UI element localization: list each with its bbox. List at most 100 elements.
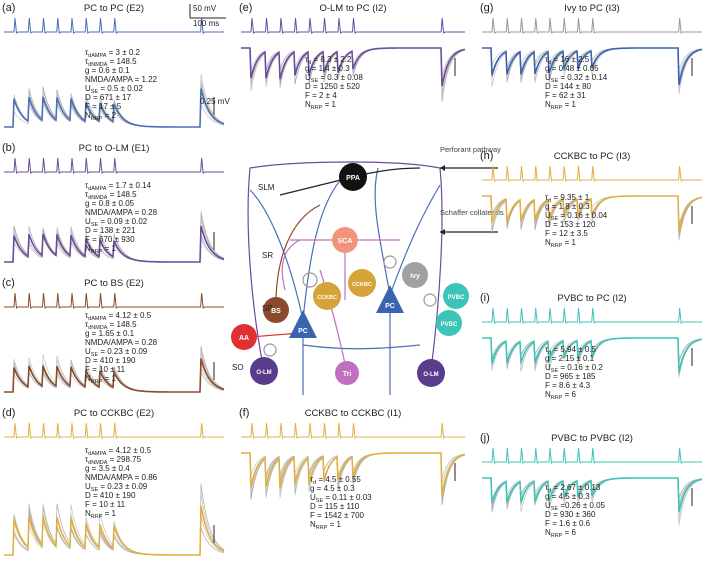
parameter: USE = 0.09 ± 0.02 [85,217,148,228]
parameter-symbol: N [85,111,91,120]
parameter-value: = 148.5 [107,320,137,329]
mean-trace [241,452,466,496]
parameter: τdNMDA = 148.5 [85,320,137,331]
pc-dendrite [374,167,441,296]
parameter-value: = 1 [102,374,116,383]
presynaptic-trace [482,447,702,464]
parameter-value: = 9.35 ± 1 [551,193,590,202]
parameter-subscript: RRP [91,116,103,122]
parameter-symbol: U [85,84,91,93]
parameter-text: F = 1.6 ± 0.6 [545,519,591,528]
layer-label: SO [232,363,244,372]
panel-label: (b) [2,142,15,154]
parameter: NMDA/AMPA = 0.28 [85,338,158,347]
parameter-text: g = 4.5 ± 0.3 [310,484,355,493]
cell-bs [263,297,289,323]
parameter-symbol: τ [85,311,89,320]
parameter-text: D = 671 ± 17 [85,93,132,102]
parameter-value: = 0.5 ± 0.02 [98,84,143,93]
parameter-symbol: τ [85,181,89,190]
input-arrow [440,167,498,233]
parameter-subscript: RRP [551,105,563,111]
parameter-subscript: RRP [311,105,323,111]
parameter: D = 410 ± 190 [85,356,136,365]
cell-label: BS [271,308,281,315]
parameter: F = 10 ± 11 [85,500,126,509]
parameter: USE = 0.32 ± 0.14 [545,73,608,84]
layer-label: SR [262,251,273,260]
input-label: Schaffer collaterals [440,208,504,217]
parameter-symbol: U [310,493,316,502]
parameter: D = 965 ± 185 [545,372,596,381]
parameter: NRRP = 6 [545,390,577,401]
parameter: NMDA/AMPA = 0.28 [85,208,158,217]
parameter-subscript: dNMDA [88,62,108,68]
parameter-text: D = 138 ± 221 [85,226,136,235]
cell-pvbc [443,283,469,309]
presynaptic-trace [482,307,702,324]
parameter-subscript: SE [91,89,99,95]
cell-pc [289,310,317,338]
parameter-value: = 0.23 ± 0.09 [98,482,148,491]
panel: (h) CCKBC to PC (I3) τd = 9.35 ± 1g = 1.8 … [480,150,703,249]
cell-cckbc [348,269,376,297]
parameter-subscript: RRP [551,533,563,539]
parameter: τd = 5.94 ± 0.5 [545,345,596,356]
parameter: USE = 0.23 ± 0.09 [85,347,148,358]
cell-label: Ivy [410,273,420,280]
parameter-symbol: τ [85,48,89,57]
panel-title: PVBC to PC (I2) [557,293,626,304]
parameter: τdNMDA = 298.75 [85,455,142,466]
parameter: NRRP = 1 [545,100,577,111]
parameter: F = 1.6 ± 0.6 [545,519,591,528]
parameter-value: = 0.32 ± 0.14 [558,73,608,82]
panel-title: O-LM to PC (I2) [319,3,386,14]
panel: (i) PVBC to PC (I2) τd = 5.94 ± 0.5g = 2.1… [480,292,703,401]
panel-title: Ivy to PC (I3) [564,3,619,14]
input-label: Perforant pathway [440,145,501,154]
presynaptic-trace [241,17,465,34]
cell-aa [231,324,257,350]
cell-label: PVBC [448,295,465,301]
parameter-subscript: dAMPA [88,451,107,457]
parameter-symbol: τ [305,55,309,64]
cell-label: PC [385,303,395,310]
parameter-symbol: N [545,238,551,247]
parameter-subscript: d [548,60,551,66]
panel-title: PC to PC (E2) [84,3,144,14]
parameter: τdNMDA = 148.5 [85,190,137,201]
panel-label: (a) [2,2,15,14]
parameter-subscript: SE [316,498,324,504]
parameter-subscript: SE [551,78,559,84]
parameter-symbol: U [545,211,551,220]
parameter-symbol: N [85,509,91,518]
parameter-text: D = 1250 ± 520 [305,82,360,91]
parameter-value: = 3 ± 0.2 [106,48,140,57]
pc-dendrite [249,174,346,321]
parameter-subscript: SE [551,216,559,222]
parameter-text: NMDA/AMPA = 1.22 [85,75,158,84]
parameter: D = 930 ± 360 [545,510,596,519]
panel-label: (e) [239,2,252,14]
parameter: τd = 2.67 ± 0.13 [545,483,601,494]
parameter-text: D = 965 ± 185 [545,372,596,381]
mean-trace [4,88,225,128]
parameter: D = 671 ± 17 [85,93,132,102]
parameter: D = 410 ± 190 [85,491,136,500]
parameter-value: = 0.11 ± 0.03 [323,493,372,502]
pc-axon [302,310,421,395]
parameter: g = 3.5 ± 0.4 [85,464,130,473]
parameter-text: F = 12 ± 3.5 [545,229,588,238]
parameter: NMDA/AMPA = 1.22 [85,75,158,84]
presynaptic-trace [4,157,224,174]
parameter-text: g = 1.4 ± 0.3 [305,64,350,73]
parameter: D = 115 ± 110 [310,502,360,511]
parameter-symbol: U [85,482,91,491]
parameter-value: = 0.09 ± 0.02 [98,217,148,226]
parameter-symbol: N [545,390,551,399]
panel-title: CCKBC to PC (I3) [554,151,631,162]
cell-label: AA [239,335,249,342]
parameter-text: D = 410 ± 190 [85,356,136,365]
parameter-value: = 4.5 ± 0.55 [316,475,361,484]
